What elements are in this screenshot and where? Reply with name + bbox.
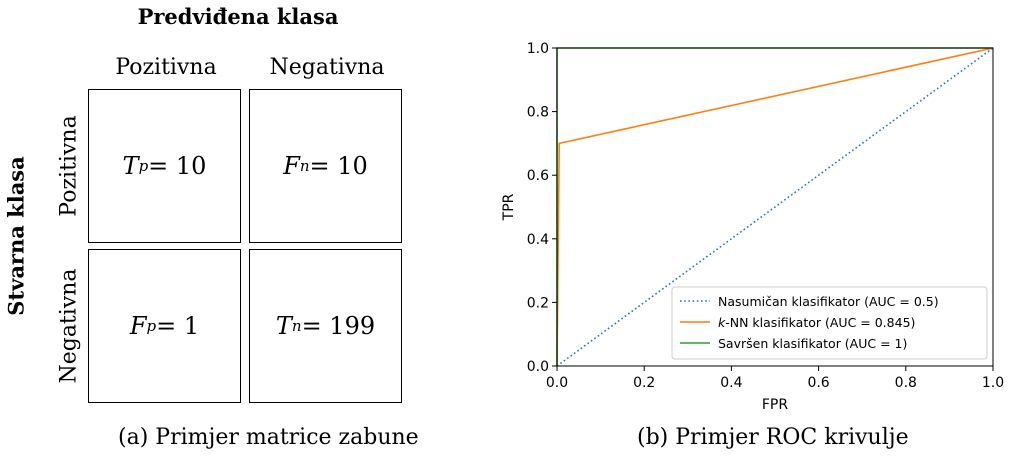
column-label-negative: Negativna	[269, 55, 385, 80]
legend-label-0: Nasumičan klasifikator (AUC = 0.5)	[718, 294, 939, 309]
x-tick-label: 1.0	[982, 375, 1004, 391]
cell-symbol: T	[122, 152, 139, 180]
x-tick-label: 0.6	[807, 375, 829, 391]
cell-subscript: n	[291, 317, 302, 335]
roc-series-line-0	[556, 47, 994, 367]
cell-symbol: F	[283, 152, 300, 180]
x-tick-label: 0.0	[546, 375, 568, 391]
y-tick-label: 0.6	[527, 168, 549, 184]
legend-box	[671, 286, 988, 360]
plot-frame	[556, 47, 994, 367]
y-tick-label: 0.2	[527, 295, 549, 311]
caption-confusion-matrix: (a) Primjer matrice zabune	[118, 425, 419, 450]
x-tick-label: 0.4	[720, 375, 742, 391]
legend-label-1: k-NN klasifikator (AUC = 0.845)	[718, 315, 915, 330]
x-tick-label: 0.2	[633, 375, 655, 391]
caption-roc-curve: (b) Primjer ROC krivulje	[637, 425, 909, 450]
cell-symbol: F	[129, 312, 147, 340]
cell-subscript: p	[138, 157, 149, 175]
y-tick-label: 1.0	[527, 41, 549, 57]
cell-subscript: n	[299, 157, 310, 175]
cell-value: = 10	[148, 152, 207, 180]
predicted-class-title: Predviđena klasa	[137, 4, 339, 29]
y-tick-label: 0.4	[527, 232, 549, 248]
y-tick-label: 0.0	[527, 359, 549, 375]
y-axis-label: TPR	[501, 193, 517, 221]
cell-value: = 199	[301, 312, 376, 340]
x-axis-label: FPR	[762, 397, 788, 413]
cell-symbol: T	[275, 312, 292, 340]
cell-value: = 10	[309, 152, 368, 180]
y-tick-label: 0.8	[527, 105, 549, 121]
column-label-positive: Pozitivna	[115, 55, 217, 80]
legend-label-2: Savršen klasifikator (AUC = 1)	[718, 336, 907, 351]
cell-value: = 1	[156, 312, 200, 340]
cell-subscript: p	[146, 317, 157, 335]
x-tick-label: 0.8	[895, 375, 917, 391]
